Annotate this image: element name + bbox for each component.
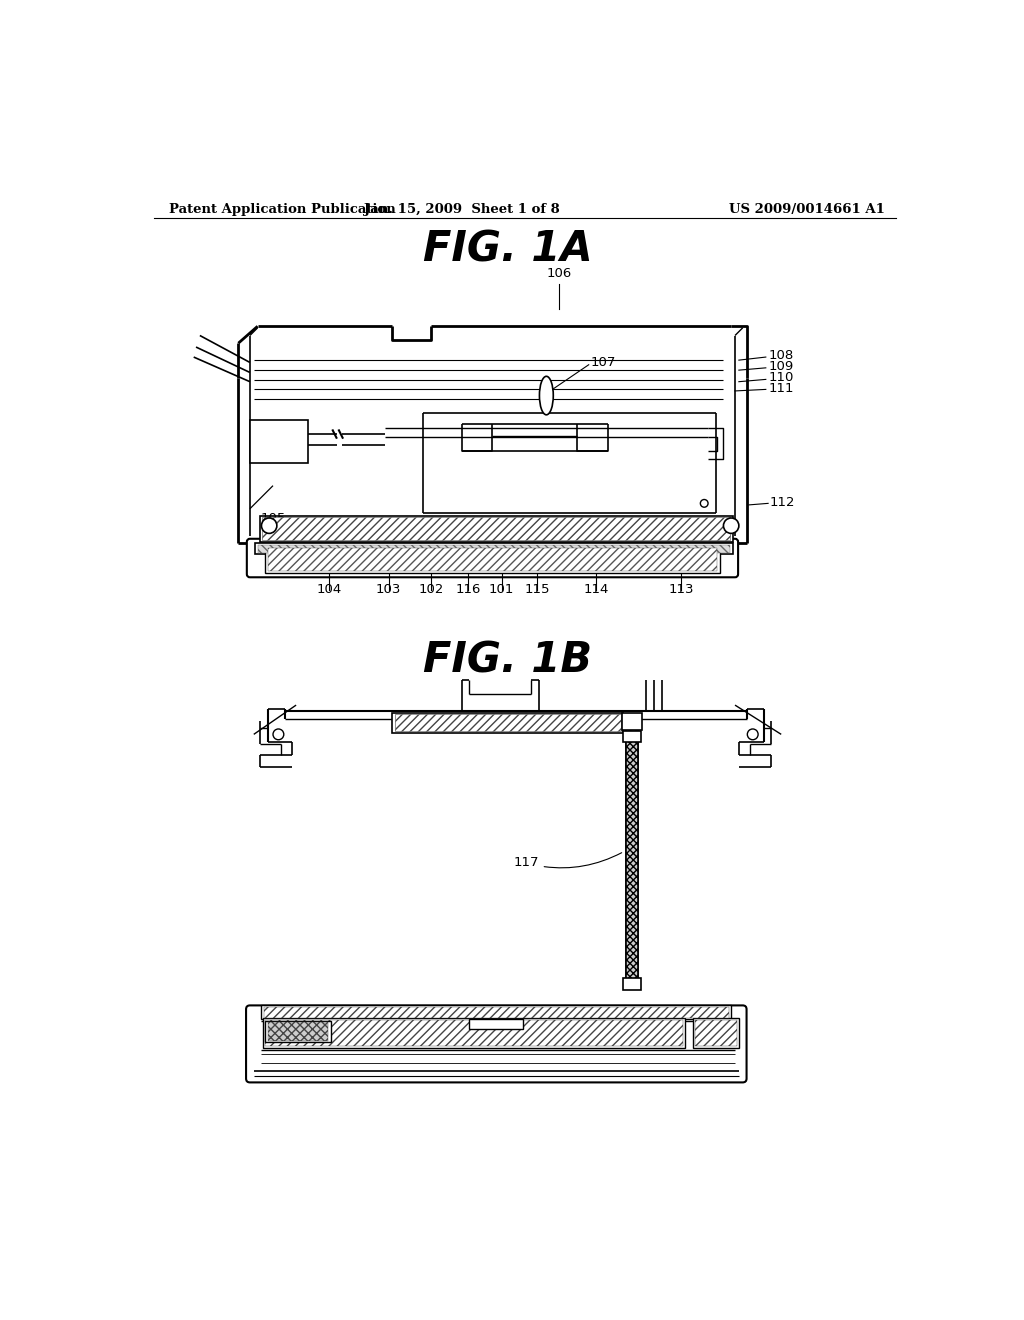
Text: 107: 107 (591, 356, 616, 370)
Text: 115: 115 (524, 582, 550, 595)
Bar (262, 517, 730, 540)
Circle shape (261, 517, 276, 533)
Bar (623, 731, 641, 742)
Bar (263, 1019, 685, 1048)
Bar (692, 1019, 739, 1048)
Bar (622, 713, 642, 730)
Text: 105: 105 (260, 512, 286, 525)
Text: 116: 116 (455, 582, 480, 595)
Text: 108: 108 (768, 348, 794, 362)
Bar (623, 978, 641, 990)
Bar (695, 1020, 736, 1047)
Bar (392, 713, 624, 733)
Bar (394, 714, 621, 731)
Text: 109: 109 (768, 360, 794, 372)
Text: Patent Application Publication: Patent Application Publication (169, 203, 396, 215)
Bar (260, 516, 733, 543)
Text: 111: 111 (768, 381, 794, 395)
Bar (626, 730, 638, 989)
Text: 114: 114 (584, 582, 609, 595)
Bar (267, 548, 717, 572)
Bar (250, 420, 307, 462)
Text: 102: 102 (418, 582, 443, 595)
Circle shape (700, 499, 708, 507)
Bar (258, 545, 730, 553)
Bar (267, 1022, 329, 1040)
Text: 117: 117 (513, 853, 622, 870)
Bar (265, 1020, 331, 1043)
Text: 112: 112 (770, 496, 796, 510)
Bar (261, 1006, 731, 1019)
Text: FIG. 1A: FIG. 1A (423, 228, 593, 271)
Text: FIG. 1B: FIG. 1B (423, 639, 593, 681)
Text: Jan. 15, 2009  Sheet 1 of 8: Jan. 15, 2009 Sheet 1 of 8 (364, 203, 559, 215)
Circle shape (748, 729, 758, 739)
Bar (255, 544, 733, 554)
Text: 113: 113 (669, 582, 694, 595)
Text: 110: 110 (768, 371, 794, 384)
Bar (265, 546, 720, 573)
Text: 104: 104 (316, 582, 342, 595)
Text: US 2009/0014661 A1: US 2009/0014661 A1 (729, 203, 885, 215)
Bar (469, 1019, 523, 1028)
Ellipse shape (540, 376, 553, 414)
Text: 101: 101 (489, 582, 514, 595)
Text: 106: 106 (547, 267, 572, 280)
FancyBboxPatch shape (246, 1006, 746, 1082)
Bar (264, 1007, 729, 1018)
Text: 103: 103 (376, 582, 401, 595)
Circle shape (724, 517, 739, 533)
Bar (265, 1020, 683, 1047)
Circle shape (273, 729, 284, 739)
FancyBboxPatch shape (247, 539, 738, 577)
